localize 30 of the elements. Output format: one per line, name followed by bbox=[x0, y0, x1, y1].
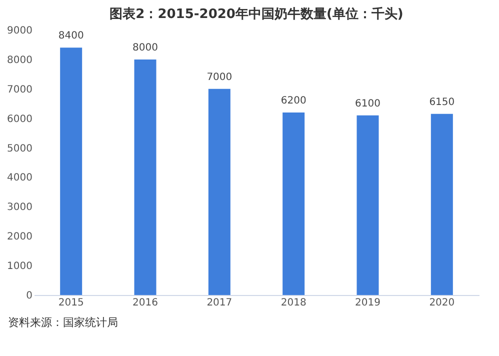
y-tick-label: 7000 bbox=[7, 84, 32, 96]
x-tick-label: 2017 bbox=[206, 298, 232, 308]
x-tick-label: 2019 bbox=[355, 298, 380, 308]
y-tick-label: 9000 bbox=[7, 26, 32, 36]
x-tick-label: 2015 bbox=[58, 298, 84, 308]
data-label: 7000 bbox=[206, 72, 232, 83]
x-tick-label: 2016 bbox=[132, 298, 158, 308]
x-tick-label: 2018 bbox=[280, 298, 306, 308]
data-label: 8400 bbox=[58, 30, 84, 42]
y-tick-label: 3000 bbox=[7, 202, 32, 214]
bar bbox=[282, 112, 305, 295]
chart-title: 图表2：2015-2020年中国奶牛数量(单位：千头) bbox=[110, 6, 404, 22]
data-label: 6150 bbox=[429, 96, 455, 108]
bar bbox=[134, 59, 156, 295]
y-tick-label: 6000 bbox=[7, 114, 32, 125]
y-tick-label: 1000 bbox=[7, 261, 32, 272]
bar bbox=[208, 88, 230, 295]
x-tick-label: 2020 bbox=[429, 298, 455, 308]
data-label: 6100 bbox=[355, 98, 380, 110]
bar bbox=[60, 48, 82, 295]
data-label: 6200 bbox=[280, 95, 306, 106]
data-label: 8000 bbox=[132, 42, 158, 54]
y-tick-label: 4000 bbox=[7, 172, 32, 184]
y-tick-label: 5000 bbox=[7, 143, 32, 154]
text: 资料来源：国家统计局 bbox=[8, 315, 119, 330]
bar bbox=[430, 114, 453, 295]
bar bbox=[356, 115, 379, 295]
y-tick-label: 8000 bbox=[7, 54, 32, 66]
y-tick-label: 0 bbox=[26, 290, 32, 302]
y-tick-label: 2000 bbox=[7, 232, 32, 243]
